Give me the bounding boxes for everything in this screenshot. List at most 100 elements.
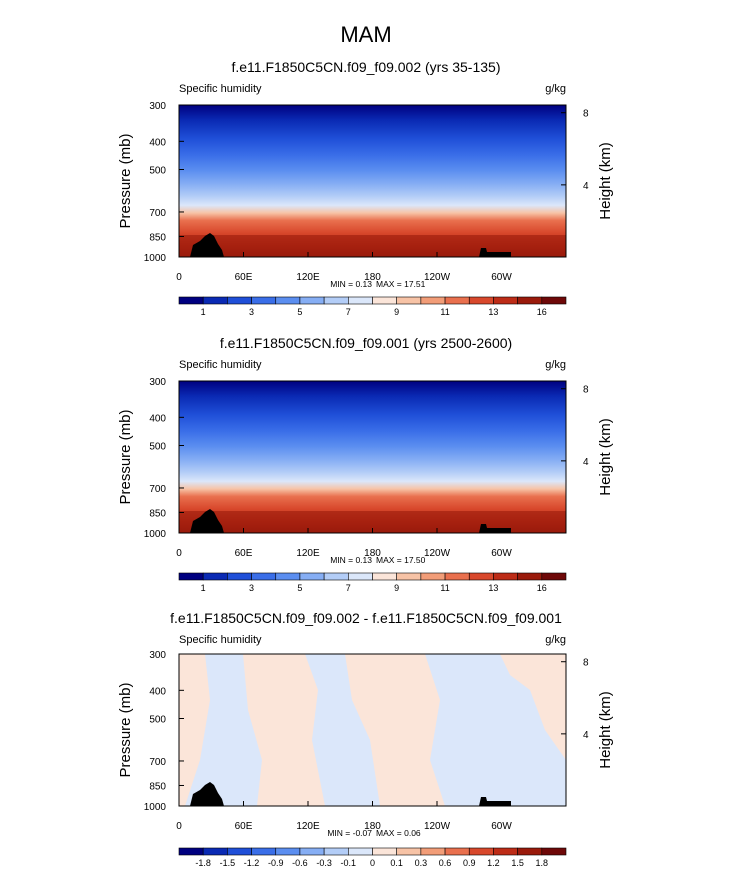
colorbar-swatch xyxy=(202,847,228,856)
colorbar-label: -1.2 xyxy=(244,858,260,868)
colorbar-label: 1.8 xyxy=(536,858,549,868)
terrain-mask xyxy=(479,797,511,806)
colorbar-swatch xyxy=(541,847,567,856)
colorbar-label: 3 xyxy=(249,583,254,593)
units-label: g/kg xyxy=(545,359,566,371)
colorbar-label: 13 xyxy=(488,583,498,593)
x-tick-label: 180 xyxy=(364,272,381,283)
colorbar-swatch xyxy=(299,847,325,856)
y-tick-label: 700 xyxy=(149,208,166,219)
y-tick-label: 700 xyxy=(149,484,166,495)
colorbar-swatch xyxy=(348,847,373,856)
humidity-field xyxy=(179,105,566,257)
x-tick-label: 0 xyxy=(176,272,182,283)
terrain-mask xyxy=(479,524,511,533)
colorbar-swatch xyxy=(396,296,422,305)
x-tick-label: 60E xyxy=(235,821,253,832)
colorbar-swatch xyxy=(178,572,204,581)
colorbar-swatch xyxy=(541,572,567,581)
colorbar-label: 0.3 xyxy=(415,858,428,868)
y-tick-label: 500 xyxy=(149,714,166,725)
colorbar-swatch xyxy=(444,572,470,581)
y-tick-label: 300 xyxy=(149,101,166,112)
y-tick-label: 850 xyxy=(149,508,166,519)
y-axis-left: 300 400 500 700 850 1000 xyxy=(144,650,184,813)
panel-2: f.e11.F1850C5CN.f09_f09.001 (yrs 2500-26… xyxy=(117,335,614,593)
colorbar-swatch xyxy=(251,296,277,305)
units-label: g/kg xyxy=(545,634,566,646)
y-right-tick-label: 4 xyxy=(583,457,589,468)
colorbar-swatch xyxy=(178,296,204,305)
colorbar-label: -0.9 xyxy=(268,858,284,868)
colorbar-swatch xyxy=(178,847,204,856)
colorbar-swatch xyxy=(541,296,567,305)
colorbar: 1 3 5 7 9 11 13 16 xyxy=(178,296,567,317)
colorbar-label: 7 xyxy=(346,583,351,593)
colorbar: 1 3 5 7 9 11 13 16 xyxy=(178,572,567,593)
colorbar-label: 11 xyxy=(440,307,449,317)
colorbar-label: 1 xyxy=(201,307,206,317)
colorbar-swatch xyxy=(323,296,349,305)
y-axis-title: Pressure (mb) xyxy=(117,682,134,777)
y-tick-label: 850 xyxy=(149,232,166,243)
colorbar-label: 13 xyxy=(488,307,498,317)
variable-label: Specific humidity xyxy=(179,83,262,95)
colorbar-swatch xyxy=(348,572,373,581)
y-tick-label: 400 xyxy=(149,413,166,424)
colorbar-label: 0.1 xyxy=(390,858,403,868)
x-tick-label: 120W xyxy=(424,821,451,832)
colorbar-swatch xyxy=(420,296,446,305)
colorbar-swatch xyxy=(444,296,470,305)
y-tick-label: 400 xyxy=(149,137,166,148)
colorbar-swatch xyxy=(517,847,543,856)
x-tick-label: 120E xyxy=(296,272,320,283)
max-label: MAX = 17.50 xyxy=(376,555,426,565)
y-axis-right-title: Height (km) xyxy=(597,418,614,496)
units-label: g/kg xyxy=(545,83,566,95)
boundary-layer-band xyxy=(179,235,566,257)
y-right-tick-label: 4 xyxy=(583,181,589,192)
y-tick-label: 700 xyxy=(149,757,166,768)
y-tick-label: 500 xyxy=(149,441,166,452)
y-axis-title: Pressure (mb) xyxy=(117,133,134,228)
plot-area xyxy=(178,104,567,258)
colorbar-swatch xyxy=(372,847,397,856)
min-label: MIN = 0.13 xyxy=(330,279,372,289)
colorbar-label: 16 xyxy=(537,307,547,317)
colorbar-swatch xyxy=(396,572,422,581)
y-axis-right: 84 xyxy=(561,385,589,468)
colorbar-swatch xyxy=(299,572,325,581)
panel-title: f.e11.F1850C5CN.f09_f09.002 (yrs 35-135) xyxy=(231,59,500,75)
y-tick-label: 1000 xyxy=(144,253,167,264)
y-tick-label: 1000 xyxy=(144,529,167,540)
colorbar-swatch xyxy=(493,572,518,581)
colorbar-label: 5 xyxy=(297,583,302,593)
colorbar-label: -0.6 xyxy=(292,858,308,868)
y-axis-right: 84 xyxy=(561,658,589,741)
colorbar-swatch xyxy=(251,572,277,581)
x-tick-label: 120W xyxy=(424,272,451,283)
colorbar-label: -0.1 xyxy=(341,858,357,868)
colorbar-swatch xyxy=(444,847,470,856)
colorbar-label: 1.2 xyxy=(487,858,500,868)
x-tick-label: 60E xyxy=(235,548,253,559)
x-tick-label: 60W xyxy=(491,821,512,832)
x-axis: 0 60E 120E 180 120W 60W xyxy=(176,252,512,283)
colorbar-label: 5 xyxy=(297,307,302,317)
colorbar-swatch xyxy=(227,296,252,305)
x-tick-label: 120E xyxy=(296,548,320,559)
y-tick-label: 1000 xyxy=(144,802,167,813)
colorbar-swatch xyxy=(323,847,349,856)
y-right-tick-label: 8 xyxy=(583,109,589,120)
colorbar-swatch xyxy=(420,847,446,856)
colorbar-swatch xyxy=(468,572,494,581)
y-right-tick-label: 4 xyxy=(583,730,589,741)
x-tick-label: 0 xyxy=(176,821,182,832)
colorbar-swatch xyxy=(372,296,397,305)
min-label: MIN = -0.07 xyxy=(327,828,372,838)
y-axis-left: 300 400 500 700 850 1000 xyxy=(144,101,184,264)
plot-area xyxy=(178,380,567,534)
colorbar-swatch xyxy=(202,296,228,305)
x-axis: 0 60E 120E 180 120W 60W xyxy=(176,801,512,832)
